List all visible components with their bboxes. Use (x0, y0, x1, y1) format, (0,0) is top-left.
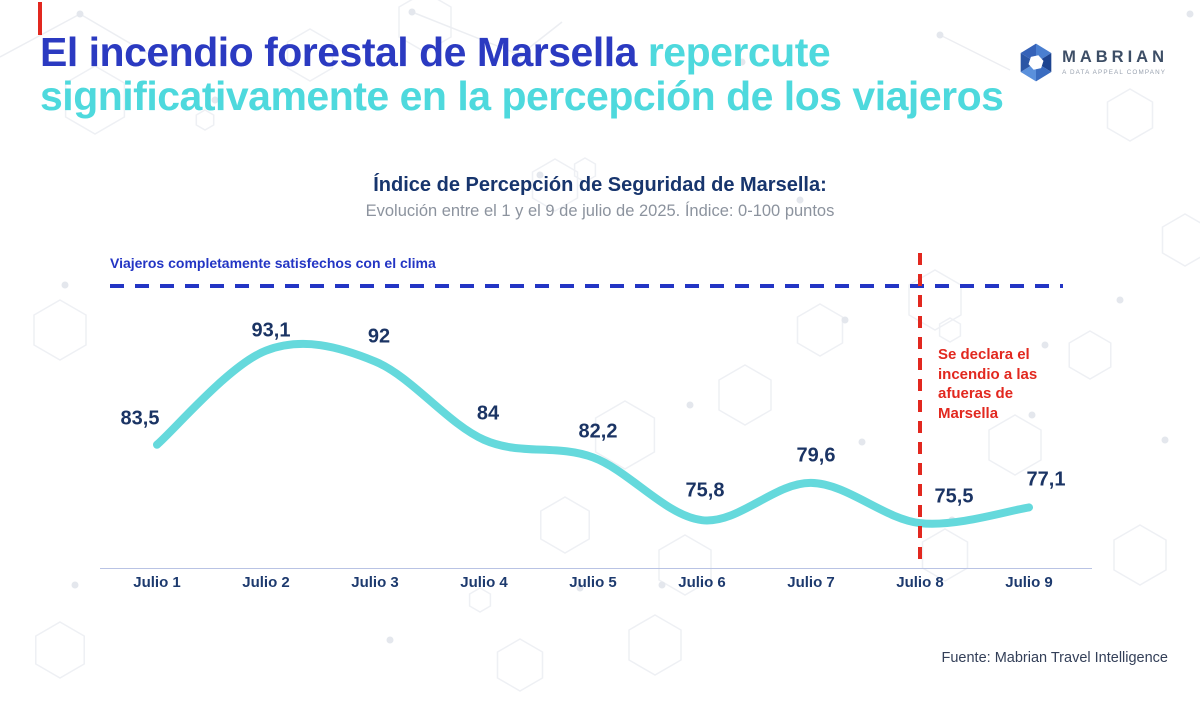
x-axis-label-julio-6: Julio 6 (678, 574, 726, 591)
source-text: Fuente: Mabrian Travel Intelligence (941, 650, 1169, 666)
logo-name: MABRIAN (1062, 48, 1168, 66)
chart-title: Índice de Percepción de Seguridad de Mar… (373, 174, 827, 196)
mabrian-hexagon-icon (1018, 42, 1054, 88)
data-label-julio-7: 79,6 (796, 444, 836, 467)
fire-event-annotation-line: Se declara el (938, 346, 1030, 363)
mabrian-logo-text: MABRIAN A DATA APPEAL COMPANY (1062, 42, 1168, 76)
x-axis-label-julio-3: Julio 3 (351, 574, 399, 591)
x-axis-label-julio-8: Julio 8 (896, 574, 944, 591)
chart-subtitle: Evolución entre el 1 y el 9 de julio de … (365, 202, 835, 220)
logo-tagline: A DATA APPEAL COMPANY (1062, 69, 1167, 76)
data-label-julio-6: 75,8 (685, 479, 725, 502)
data-label-julio-9: 77,1 (1026, 468, 1066, 491)
x-axis-label-julio-7: Julio 7 (787, 574, 835, 591)
x-axis-label-julio-4: Julio 4 (460, 574, 508, 591)
x-axis-label-julio-9: Julio 9 (1005, 574, 1053, 591)
title-navy-part: El incendio forestal de Marsella (40, 29, 637, 75)
x-axis-label-julio-2: Julio 2 (242, 574, 290, 591)
page-title: El incendio forestal de Marsella repercu… (40, 30, 1170, 118)
title-cyan-part: repercute (636, 29, 831, 75)
threshold-dashed-line (110, 284, 1063, 288)
fire-event-annotation-line: incendio a las (938, 365, 1038, 383)
x-axis-label-julio-5: Julio 5 (569, 574, 617, 591)
perception-index-line (153, 339, 1033, 528)
data-label-julio-5: 82,2 (578, 420, 618, 443)
chart-header: Índice de Percepción de Seguridad de Mar… (0, 174, 1200, 221)
data-label-julio-2: 93,1 (251, 319, 291, 342)
data-label-julio-4: 84 (476, 402, 500, 425)
data-label-julio-3: 92 (367, 325, 391, 348)
x-axis-label-julio-1: Julio 1 (133, 574, 181, 591)
fire-event-annotation: Se declara el incendio a las afueras de Mar… (938, 345, 1068, 423)
title-line2: significativamente en la percepción de l… (40, 73, 1004, 119)
mabrian-logo: MABRIAN A DATA APPEAL COMPANY (1018, 42, 1168, 88)
fire-event-annotation-line: afueras de (938, 385, 1014, 402)
fire-event-dashed-line (918, 253, 922, 566)
threshold-label: Viajeros completamente satisfechos con e… (110, 255, 436, 271)
fire-event-annotation-line: Marsella (938, 404, 999, 422)
data-label-julio-8: 75,5 (934, 485, 974, 508)
red-accent-mark (38, 2, 42, 35)
data-label-julio-1: 83,5 (120, 407, 160, 430)
x-axis-line (100, 568, 1092, 569)
